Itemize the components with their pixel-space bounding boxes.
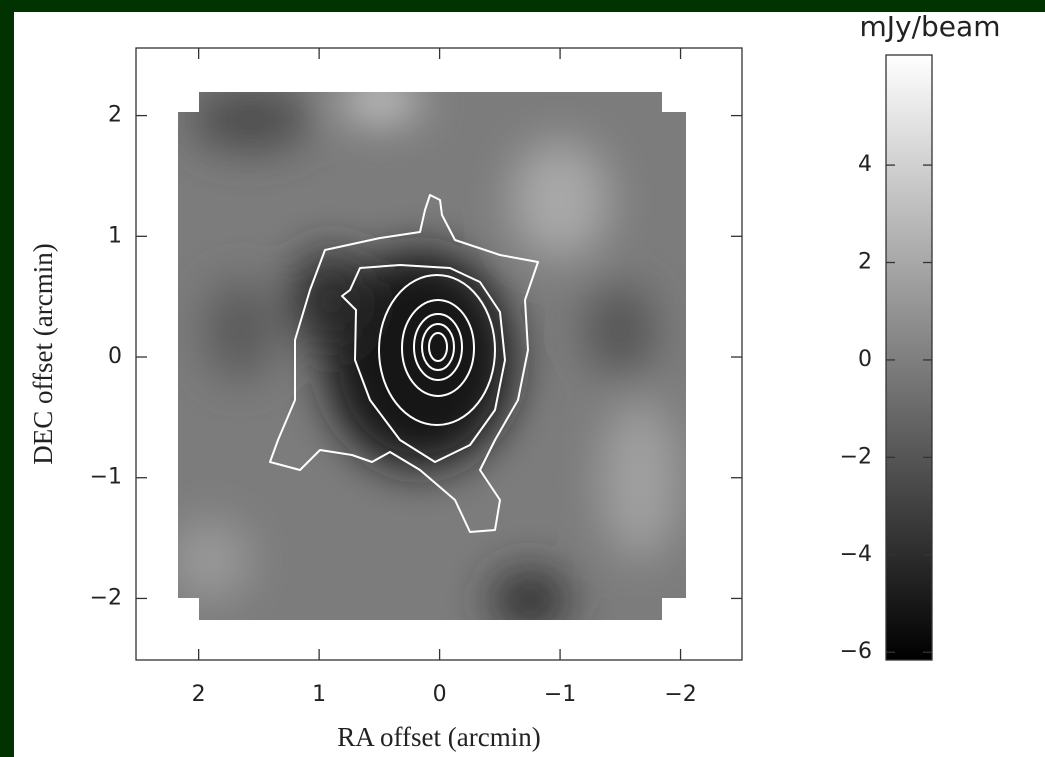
x-tick-label: 2 (192, 682, 206, 707)
colorbar-tick-label: 0 (858, 347, 872, 372)
y-tick-label: 0 (108, 344, 122, 369)
colorbar-tick-label: −4 (840, 542, 872, 567)
colorbar-tick-label: −6 (840, 639, 872, 664)
x-tick-label: −2 (664, 682, 696, 707)
x-axis-label: RA offset (arcmin) (337, 722, 540, 752)
contours (269, 194, 539, 533)
x-tick-label: 1 (312, 682, 326, 707)
x-tick-label: −1 (544, 682, 576, 707)
map-image (178, 92, 686, 620)
colorbar-tick-label: 2 (858, 250, 872, 275)
y-tick-label: 1 (108, 223, 122, 248)
colorbar (885, 54, 933, 661)
x-tick-label: 0 (433, 682, 447, 707)
colorbar-tick-label: −2 (840, 444, 872, 469)
y-tick-label: 2 (108, 103, 122, 128)
y-axis-label: DEC offset (arcmin) (28, 243, 58, 464)
y-tick-label: −2 (90, 585, 122, 610)
colorbar-tick-label: 4 (858, 152, 872, 177)
y-tick-label: −1 (90, 465, 122, 490)
colorbar-label: mJy/beam (860, 10, 1001, 43)
